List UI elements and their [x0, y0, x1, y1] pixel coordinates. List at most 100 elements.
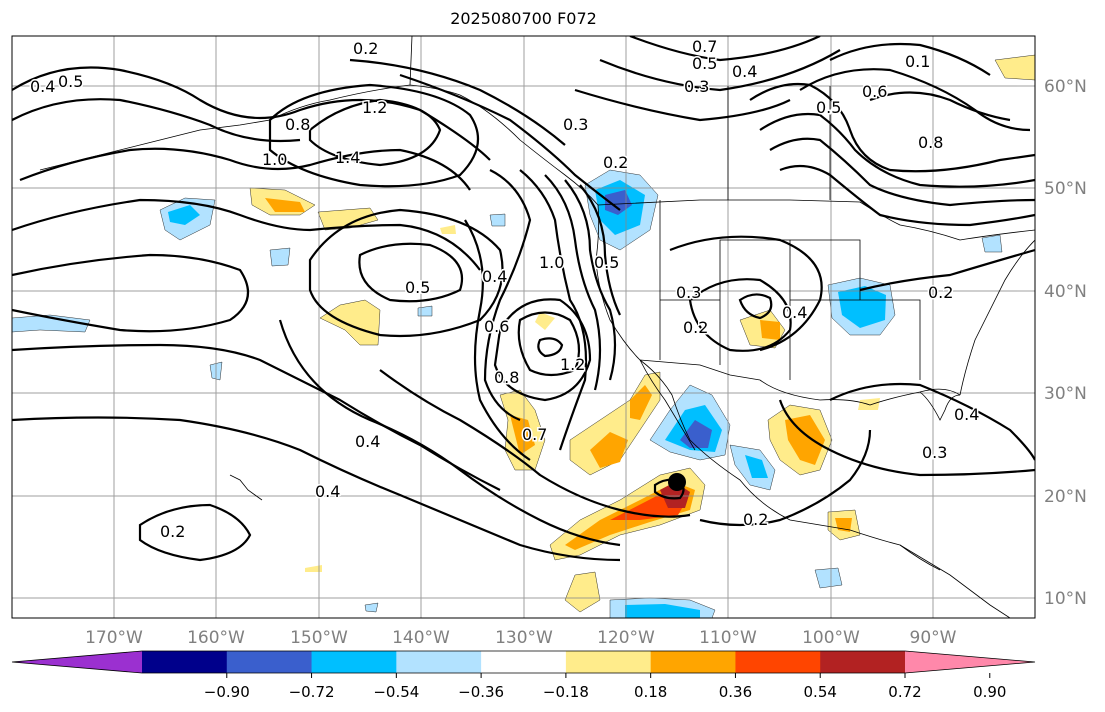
contour-label: 0.4 [315, 482, 340, 501]
contour-label: 0.3 [563, 115, 588, 134]
positive-anomaly-region [510, 415, 535, 455]
positive-anomaly-region [994, 54, 1035, 81]
contour-label: 0.3 [922, 443, 947, 462]
negative-anomaly-region [745, 455, 768, 478]
positive-anomaly-region [858, 398, 880, 410]
lon-label: 170°W [85, 628, 143, 648]
contour-label: 0.5 [692, 54, 717, 73]
positive-anomaly-region [760, 320, 780, 340]
colorbar-extend-high [905, 651, 1035, 673]
negative-anomaly-region [269, 247, 291, 267]
colorbar-tick-label: 0.18 [634, 683, 667, 701]
contour-label: 0.2 [160, 522, 185, 541]
colorbar-segment [226, 651, 313, 673]
contour-label: 0.2 [603, 153, 628, 172]
negative-anomaly-region [981, 234, 1003, 253]
lon-label: 110°W [699, 628, 757, 648]
colorbar-segment [481, 651, 567, 673]
lon-label: 160°W [187, 628, 245, 648]
colorbar-segment [565, 651, 652, 673]
latitude-labels: 60°N 50°N 40°N 30°N 20°N 10°N [1044, 77, 1087, 609]
storm-center-dot [668, 473, 686, 491]
colorbar-tick-label: −0.72 [289, 683, 335, 701]
negative-anomaly-region [168, 205, 200, 225]
negative-anomaly-region [364, 602, 379, 613]
contour-label: 1.0 [539, 253, 564, 272]
lat-label: 10°N [1044, 589, 1087, 609]
grid-lines [12, 36, 1035, 618]
colorbar-tick-label: 0.90 [973, 683, 1006, 701]
colorbar-segment [311, 651, 397, 673]
negative-anomaly-region [680, 420, 712, 448]
contour-label: 0.4 [732, 62, 757, 81]
lon-label: 130°W [495, 628, 553, 648]
contour-label: 0.5 [58, 72, 83, 91]
contour-lines [12, 36, 1035, 562]
colorbar-segment [396, 651, 482, 673]
positive-anomaly-region [564, 571, 601, 613]
central-america [899, 544, 1011, 618]
colorbar-extend-low [12, 651, 142, 673]
contour-label: 0.4 [954, 405, 979, 424]
colorbar-segment [735, 651, 821, 673]
contour-label: 0.8 [918, 133, 943, 152]
us-mexico-border [639, 359, 761, 381]
contour-label: 0.2 [743, 510, 768, 529]
contour-label: 0.4 [482, 267, 507, 286]
negative-anomaly-region [814, 567, 843, 589]
colorbar-tick-label: −0.36 [458, 683, 504, 701]
map-frame [11, 35, 1036, 619]
contour-label: 0.4 [30, 77, 55, 96]
lat-label: 40°N [1044, 282, 1087, 302]
contour-label: 0.7 [692, 37, 717, 56]
colorbar-outline [11, 650, 1036, 674]
contour-label: 0.4 [355, 432, 380, 451]
colorbar-tick-label: 0.54 [804, 683, 837, 701]
lon-label: 140°W [392, 628, 450, 648]
us-west-coast [595, 204, 941, 571]
contour-label: 1.4 [335, 148, 360, 167]
lat-label: 50°N [1044, 179, 1087, 199]
colorbar-segment [820, 651, 906, 673]
storm-center-marker [668, 473, 686, 491]
anomaly-fill-layer [12, 54, 1035, 618]
contour-label: 0.3 [676, 283, 701, 302]
colorbar-segment [650, 651, 736, 673]
lat-label: 20°N [1044, 487, 1087, 507]
colorbar-segment [142, 651, 228, 673]
baja-california [639, 359, 696, 451]
contour-labels: 0.2 0.7 0.5 0.4 0.3 0.1 0.6 0.5 0.4 0.5 … [29, 36, 981, 543]
contour-label: 0.7 [522, 425, 547, 444]
positive-anomaly-region [440, 225, 456, 234]
colorbar-tick-label: −0.54 [373, 683, 419, 701]
negative-anomaly-region [417, 305, 433, 317]
contour-label: 0.8 [494, 368, 519, 387]
hawaii-islands [229, 474, 263, 501]
positive-anomaly-region [265, 198, 305, 212]
negative-anomaly-region [625, 604, 700, 618]
positive-anomaly-region [535, 312, 555, 330]
contour-label: 1.2 [362, 98, 387, 117]
state-borders [659, 86, 921, 380]
negative-anomaly-region [489, 213, 506, 227]
negative-anomaly-region [605, 190, 632, 215]
colorbar-tick-label: −0.18 [543, 683, 589, 701]
lat-label: 60°N [1044, 77, 1087, 97]
negative-anomaly-region [12, 314, 91, 333]
positive-anomaly-region [630, 385, 652, 420]
contour-label: 0.8 [285, 115, 310, 134]
contour-label: 0.5 [405, 278, 430, 297]
florida [919, 391, 961, 421]
contour-label: 0.5 [594, 253, 619, 272]
contour-label: 1.0 [262, 150, 287, 169]
colorbar-tick-label: 0.72 [888, 683, 921, 701]
longitude-labels: 170°W 160°W 150°W 140°W 130°W 120°W 110°… [85, 628, 957, 648]
contour-label: 0.1 [905, 52, 930, 71]
colorbar-tick-label: 0.36 [719, 683, 752, 701]
contour-label: 0.6 [862, 82, 887, 101]
map-title: 2025080700 F072 [450, 9, 597, 28]
contour-label: 1.2 [560, 355, 585, 374]
lon-label: 100°W [802, 628, 860, 648]
contour-label: 0.3 [684, 77, 709, 96]
